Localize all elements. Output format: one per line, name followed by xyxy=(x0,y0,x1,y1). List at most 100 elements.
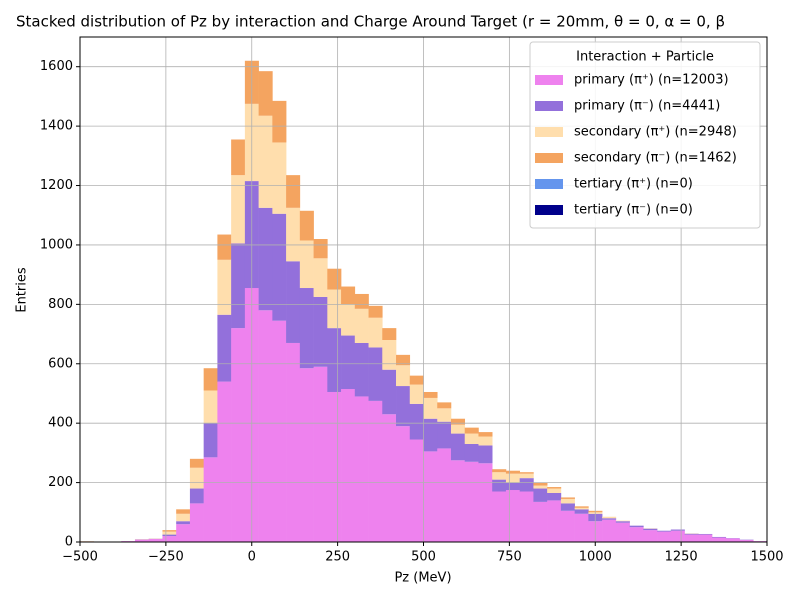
hist-bar xyxy=(712,536,727,538)
hist-bar xyxy=(533,485,548,489)
hist-bar xyxy=(272,320,287,542)
hist-bar xyxy=(519,472,534,474)
hist-bar xyxy=(574,507,589,510)
hist-bar xyxy=(299,210,314,241)
hist-bar xyxy=(354,308,369,343)
hist-bar xyxy=(368,400,383,542)
hist-bar xyxy=(478,445,493,464)
hist-bar xyxy=(286,261,301,343)
hist-bar xyxy=(134,539,149,542)
legend-box xyxy=(529,41,761,229)
hist-bar xyxy=(162,536,177,542)
hist-bar xyxy=(547,492,562,501)
hist-bar xyxy=(299,368,314,542)
hist-bar xyxy=(409,375,424,385)
hist-bar xyxy=(464,461,479,542)
hist-bar xyxy=(217,381,232,542)
hist-bar xyxy=(698,534,713,542)
hist-bar xyxy=(176,513,191,522)
hist-bar xyxy=(478,436,493,446)
hist-bar xyxy=(602,519,617,542)
hist-bar xyxy=(450,424,466,434)
hist-bar xyxy=(560,498,575,504)
hist-bar xyxy=(560,497,575,499)
hist-bar xyxy=(382,414,397,542)
hist-bar xyxy=(258,310,273,542)
hist-bar xyxy=(396,386,411,427)
x-tick-label: 1250 xyxy=(665,550,698,565)
y-tick-label: 1400 xyxy=(40,119,73,134)
hist-bar xyxy=(450,418,466,425)
hist-bar xyxy=(176,509,191,514)
hist-bar xyxy=(286,207,301,262)
y-tick-label: 1200 xyxy=(40,178,73,193)
x-tick-label: 1000 xyxy=(579,550,612,565)
hist-bar xyxy=(299,240,314,289)
hist-bar xyxy=(643,528,658,531)
plot-frame xyxy=(79,36,768,543)
x-axis-label: Pz (MeV) xyxy=(394,571,451,586)
hist-bar xyxy=(217,314,232,382)
hist-bar xyxy=(382,340,397,370)
hist-bar xyxy=(272,213,287,321)
hist-bar xyxy=(547,500,562,542)
hist-bar xyxy=(341,389,356,542)
y-tick-label: 1000 xyxy=(40,237,73,252)
hist-bar xyxy=(560,503,575,511)
hist-bar xyxy=(615,522,630,542)
hist-bar xyxy=(464,427,479,434)
x-tick-label: −500 xyxy=(62,550,98,565)
legend-swatch xyxy=(535,75,563,85)
hist-bar xyxy=(684,533,699,535)
hist-bar xyxy=(341,286,356,305)
y-tick-label: 800 xyxy=(48,297,73,312)
hist-bar xyxy=(602,516,617,519)
hist-bar xyxy=(478,432,493,437)
hist-bar xyxy=(203,368,218,391)
y-axis-label: Entries xyxy=(15,267,30,313)
hist-bar xyxy=(231,175,246,244)
hist-bar xyxy=(162,531,177,535)
hist-bar xyxy=(327,289,342,329)
hist-bar xyxy=(615,521,630,523)
hist-bar xyxy=(629,527,644,542)
y-tick-label: 0 xyxy=(65,535,73,550)
hist-bar xyxy=(396,426,411,542)
hist-bar xyxy=(739,539,754,542)
hist-bar xyxy=(313,239,328,259)
hist-bar xyxy=(602,518,617,520)
hist-bar xyxy=(464,443,479,462)
legend-swatch xyxy=(535,101,563,111)
hist-bar xyxy=(423,391,438,398)
hist-bar xyxy=(189,458,204,468)
y-tick-label: 200 xyxy=(48,475,73,490)
hist-bar xyxy=(189,467,204,489)
hist-bar xyxy=(203,457,218,542)
hist-bar xyxy=(272,142,287,214)
hist-bar xyxy=(368,347,383,401)
legend-label: tertiary (π⁻) (n=0) xyxy=(574,203,693,218)
hist-bar xyxy=(354,342,369,397)
hist-bar xyxy=(176,524,191,542)
hist-bar xyxy=(478,463,493,542)
hist-bar xyxy=(574,509,589,514)
hist-bar xyxy=(670,529,685,531)
hist-bar xyxy=(162,530,177,532)
hist-bar xyxy=(657,531,672,542)
hist-bar xyxy=(258,71,273,116)
hist-bar xyxy=(327,268,342,290)
hist-bar xyxy=(313,296,328,367)
hist-bar xyxy=(712,537,727,542)
hist-bar xyxy=(574,513,589,542)
hist-bar xyxy=(725,538,740,542)
hist-bar xyxy=(574,506,589,508)
hist-bar xyxy=(354,396,369,542)
chart-title: Stacked distribution of Pz by interactio… xyxy=(16,13,725,31)
y-tick-label: 1600 xyxy=(40,59,73,74)
hist-bar xyxy=(162,534,177,537)
legend-swatch xyxy=(535,153,563,163)
hist-bar xyxy=(492,479,507,492)
x-tick-label: 1500 xyxy=(750,550,783,565)
hist-bar xyxy=(382,369,397,415)
